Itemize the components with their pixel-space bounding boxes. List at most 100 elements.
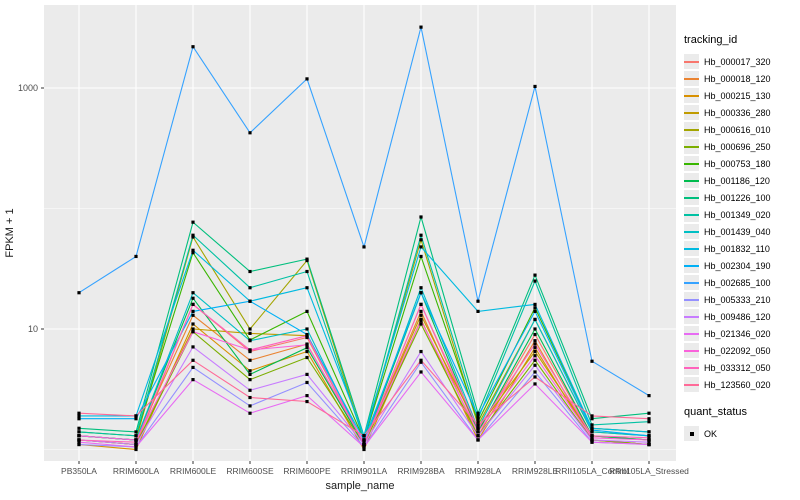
data-point [305, 380, 309, 385]
data-point [305, 399, 309, 404]
data-point [533, 339, 537, 343]
y-axis-title: FPKM + 1 [4, 208, 16, 257]
legend-key-line-icon [684, 139, 699, 154]
legend-item-quant-ok: OK [684, 425, 798, 442]
data-point [191, 365, 195, 370]
legend-item-label: Hb_123560_020 [704, 379, 771, 390]
data-point [590, 436, 594, 440]
legend-section-quant-status: quant_status OK [684, 406, 798, 442]
legend-key-line-icon [684, 190, 699, 205]
legend-item-Hb_000017_320: Hb_000017_320 [684, 53, 798, 70]
data-point [590, 430, 594, 434]
legend-item-Hb_005333_210: Hb_005333_210 [684, 291, 798, 308]
data-point [533, 302, 537, 307]
data-point [647, 436, 651, 440]
legend-item-label: Hb_000696_250 [704, 141, 771, 152]
legend-item-label: Hb_021346_020 [704, 328, 771, 339]
data-point [647, 430, 651, 434]
data-point [191, 313, 195, 317]
data-point [191, 235, 195, 239]
data-point [305, 394, 309, 398]
legend-item-label: Hb_001832_110 [704, 243, 770, 254]
legend-item-Hb_002304_190: Hb_002304_190 [684, 257, 798, 274]
legend-item-Hb_000018_120: Hb_000018_120 [684, 70, 798, 87]
data-point [476, 417, 480, 421]
data-point [305, 309, 309, 313]
data-point [77, 442, 81, 447]
legend-item-Hb_033312_050: Hb_033312_050 [684, 359, 798, 376]
data-point [533, 375, 537, 379]
legend-item-label: Hb_000215_130 [704, 90, 771, 101]
data-point [191, 220, 195, 224]
data-point [191, 322, 195, 326]
legend-item-label: Hb_000336_280 [704, 107, 771, 118]
legend-title-quant-status: quant_status [684, 406, 747, 418]
y-tick-label: 10 [28, 324, 38, 334]
x-tick-label: PB350LA [61, 466, 97, 476]
data-point [191, 45, 195, 49]
data-point [590, 438, 594, 442]
data-point [533, 358, 537, 362]
data-point [305, 346, 309, 350]
x-tick-label: RRIM600SE [226, 466, 274, 476]
quant-ok-key-icon [684, 426, 699, 441]
data-point [647, 411, 651, 415]
data-point [305, 77, 309, 81]
data-point [134, 414, 138, 418]
data-point [362, 245, 366, 249]
data-point [590, 414, 594, 418]
y-tick-label: 1000 [18, 83, 38, 93]
data-point [476, 411, 480, 415]
data-point [647, 434, 651, 438]
data-point [647, 438, 651, 442]
data-point [647, 442, 651, 447]
data-point [419, 286, 423, 290]
data-point [533, 327, 537, 331]
data-point [647, 440, 651, 444]
data-point [305, 372, 309, 376]
data-point [248, 369, 252, 373]
data-point [590, 426, 594, 430]
data-point [419, 291, 423, 295]
data-point [248, 269, 252, 274]
legend-item-label: Hb_009486_120 [704, 311, 771, 322]
data-point [248, 339, 252, 343]
data-point [305, 355, 309, 360]
data-point [419, 349, 423, 354]
data-point [248, 348, 252, 352]
legend-item-label: OK [704, 428, 718, 439]
data-point [191, 358, 195, 362]
legend-key-line-icon [684, 88, 699, 103]
x-tick-label: RRIM600PE [283, 466, 331, 476]
data-point [305, 349, 309, 354]
data-point [362, 445, 366, 449]
data-point [248, 358, 252, 362]
data-point [191, 296, 195, 300]
data-point [191, 309, 195, 313]
legend-item-label: Hb_005333_210 [704, 294, 771, 305]
legend-item-Hb_000753_180: Hb_000753_180 [684, 155, 798, 172]
legend-item-label: Hb_002685_100 [704, 277, 771, 288]
legend-panel: tracking_id Hb_000017_320 Hb_000018_120 Hb… [684, 34, 798, 442]
legend-key-line-icon [684, 156, 699, 171]
data-point [647, 417, 651, 421]
data-point [476, 430, 480, 434]
data-point [533, 363, 537, 367]
data-point [305, 343, 309, 347]
legend-item-label: Hb_000616_010 [704, 124, 771, 135]
legend-item-Hb_000616_010: Hb_000616_010 [684, 121, 798, 138]
legend-key-line-icon [684, 326, 699, 341]
data-point [77, 414, 81, 418]
legend-item-Hb_001439_040: Hb_001439_040 [684, 223, 798, 240]
legend-item-label: Hb_001186_120 [704, 175, 770, 186]
legend-item-Hb_001349_020: Hb_001349_020 [684, 206, 798, 223]
legend-item-Hb_001186_120: Hb_001186_120 [684, 172, 798, 189]
data-point [191, 233, 195, 237]
legend-key-line-icon [684, 105, 699, 120]
legend-item-label: Hb_000753_180 [704, 158, 771, 169]
data-point [419, 322, 423, 326]
data-point [362, 447, 366, 452]
data-point [248, 327, 252, 331]
legend-item-Hb_000696_250: Hb_000696_250 [684, 138, 798, 155]
